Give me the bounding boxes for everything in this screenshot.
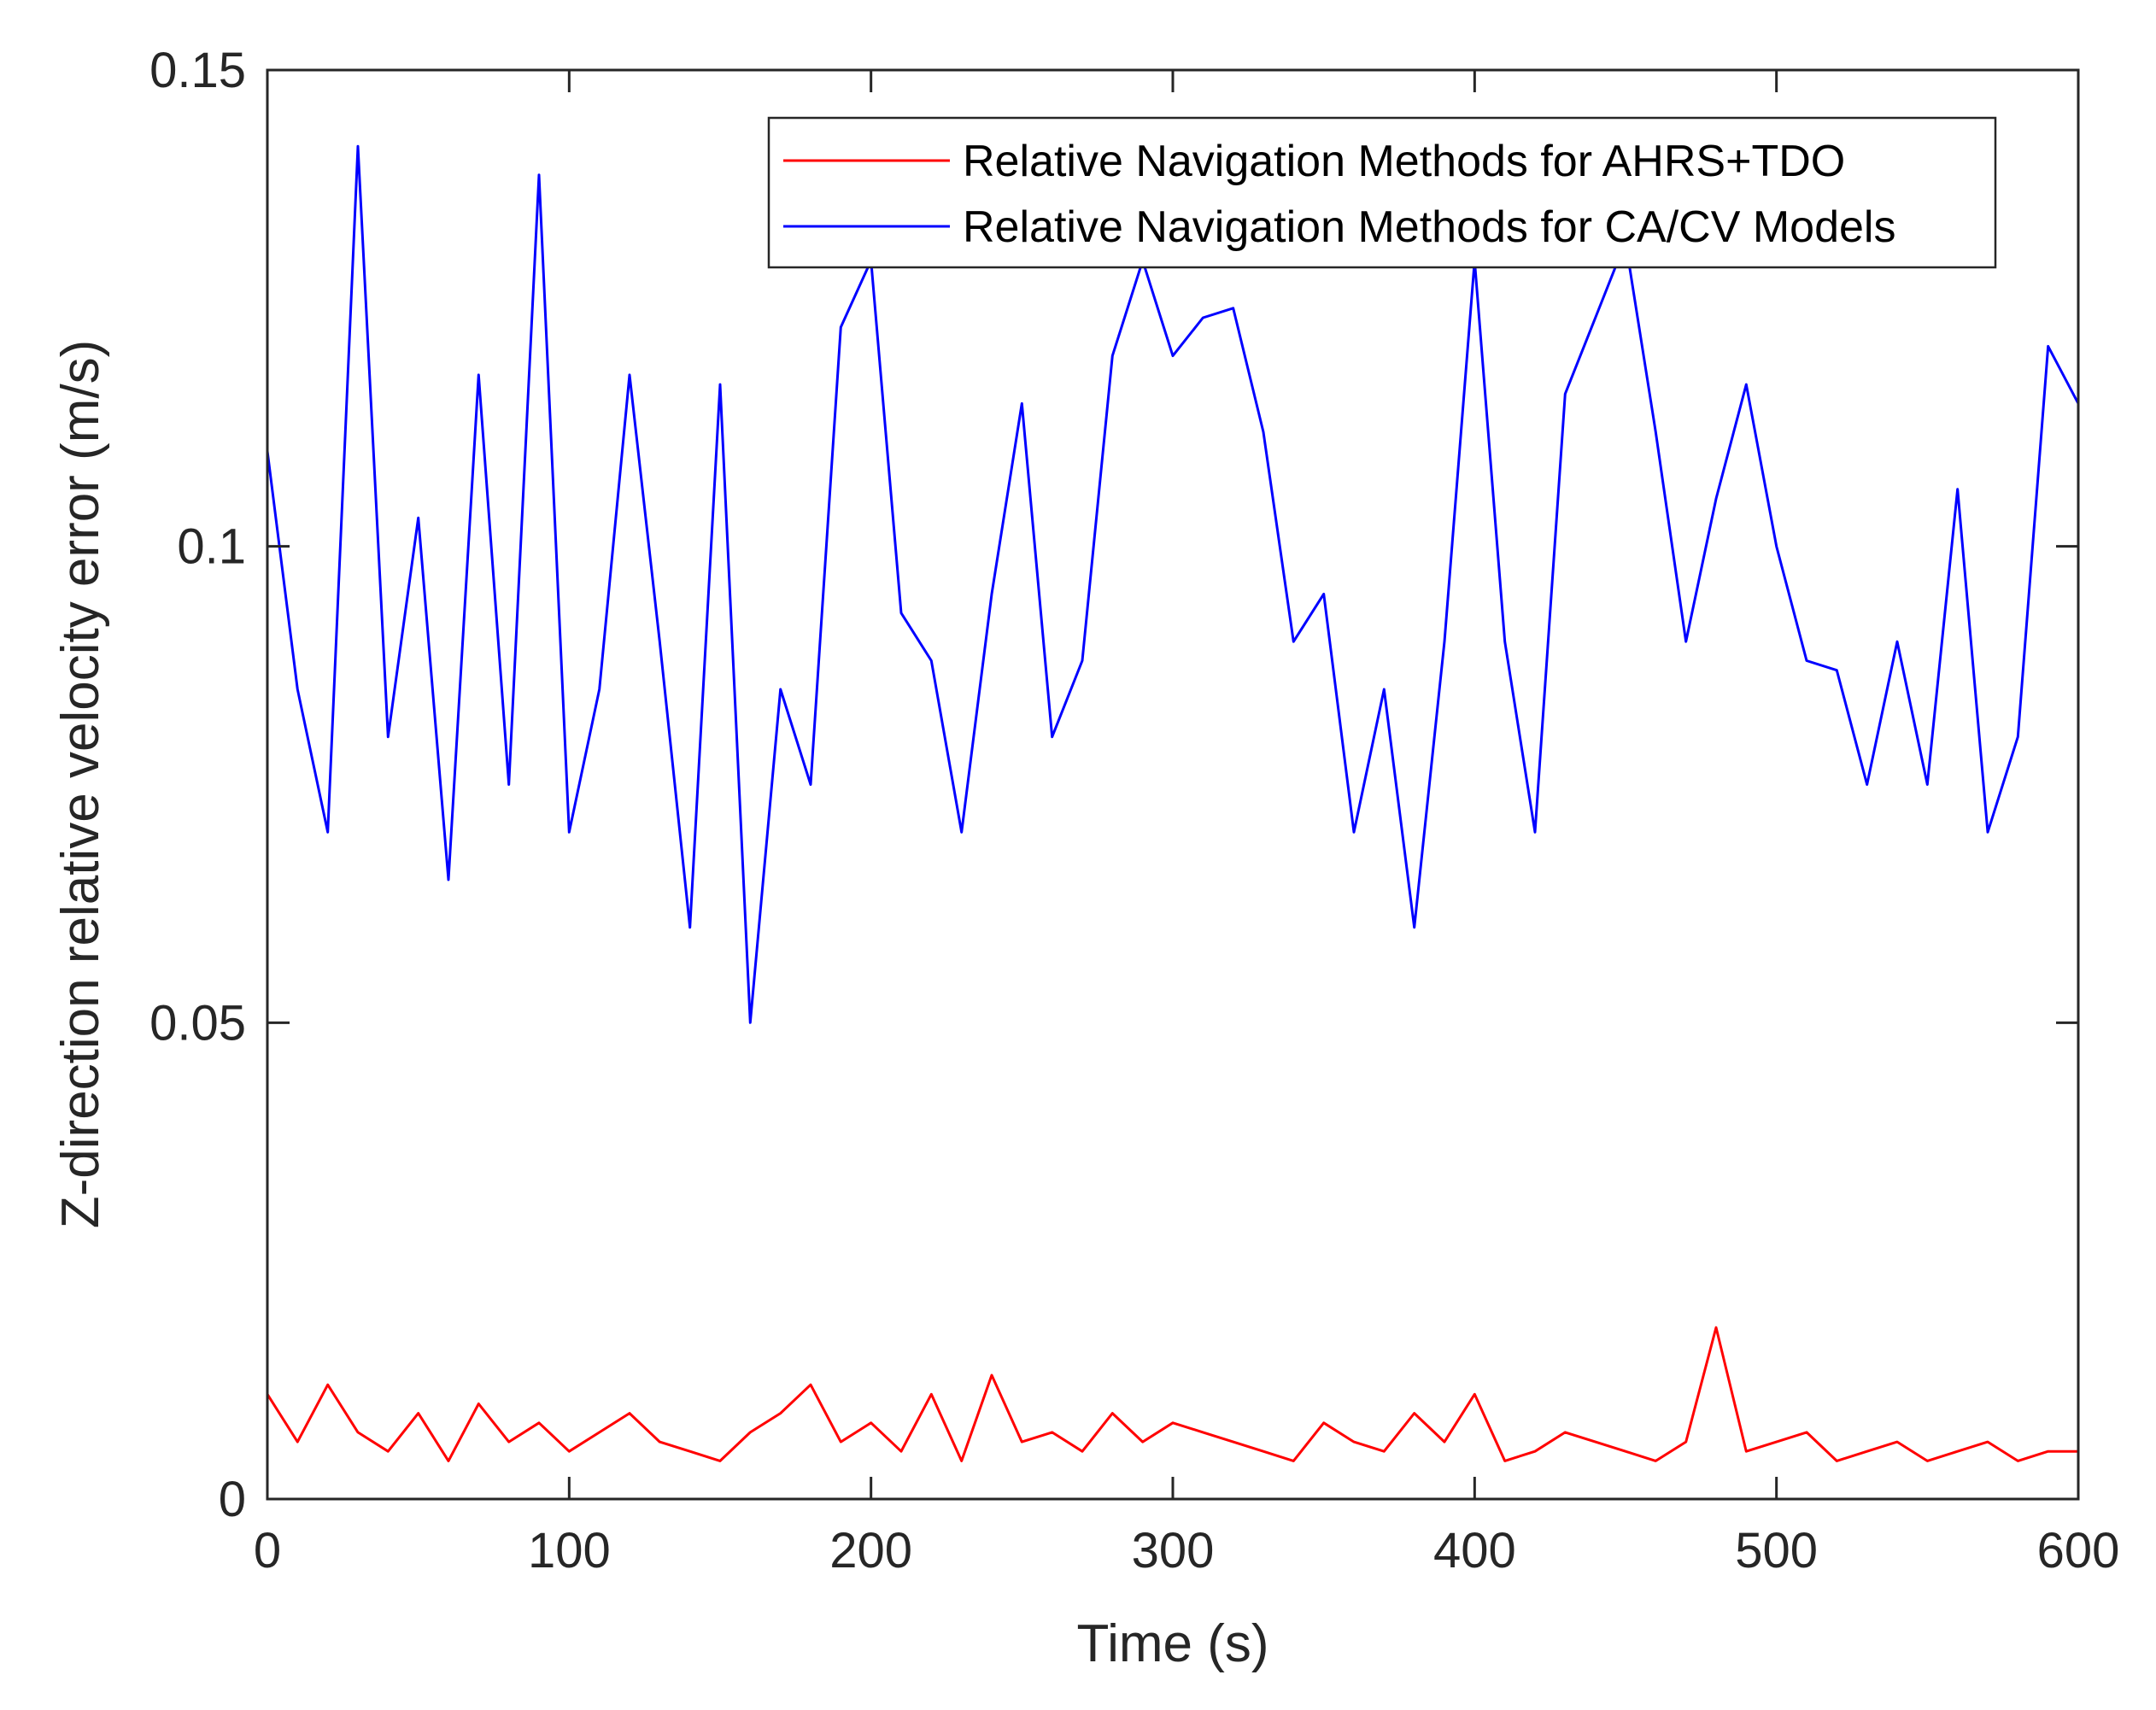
- x-tick-label: 0: [254, 1523, 281, 1578]
- y-tick-label: 0: [219, 1472, 246, 1527]
- legend-label-ca-cv: Relative Navigation Methods for CA/CV Mo…: [963, 202, 1895, 252]
- series-layer: [266, 144, 2080, 1462]
- x-axis-title: Time (s): [1077, 1614, 1269, 1673]
- y-axis-title: Z-direction relative velocity error (m/s…: [51, 340, 110, 1228]
- y-tick-label: 0.1: [177, 519, 246, 575]
- x-tick-label: 200: [829, 1523, 912, 1578]
- legend-box: [767, 116, 1997, 269]
- y-tick-label: 0.15: [149, 43, 246, 98]
- x-tick-label: 400: [1433, 1523, 1516, 1578]
- legend-label-ahrs-tdo: Relative Navigation Methods for AHRS+TDO: [963, 137, 1845, 186]
- x-tick-label: 100: [528, 1523, 611, 1578]
- series-ca-cv: [266, 144, 2080, 1024]
- legend: Relative Navigation Methods for AHRS+TDO…: [767, 116, 1997, 269]
- x-tick-label: 500: [1735, 1523, 1818, 1578]
- series-ahrs-tdo: [266, 1326, 2078, 1462]
- x-tick-label: 300: [1132, 1523, 1215, 1578]
- plot-area: [267, 70, 2078, 1499]
- y-tick-label: 0.05: [149, 995, 246, 1051]
- x-tick-label: 600: [2037, 1523, 2120, 1578]
- tick-layer: 0 100 200 300 400 500 600 0 0.05 0.1 0.15: [149, 43, 2119, 1578]
